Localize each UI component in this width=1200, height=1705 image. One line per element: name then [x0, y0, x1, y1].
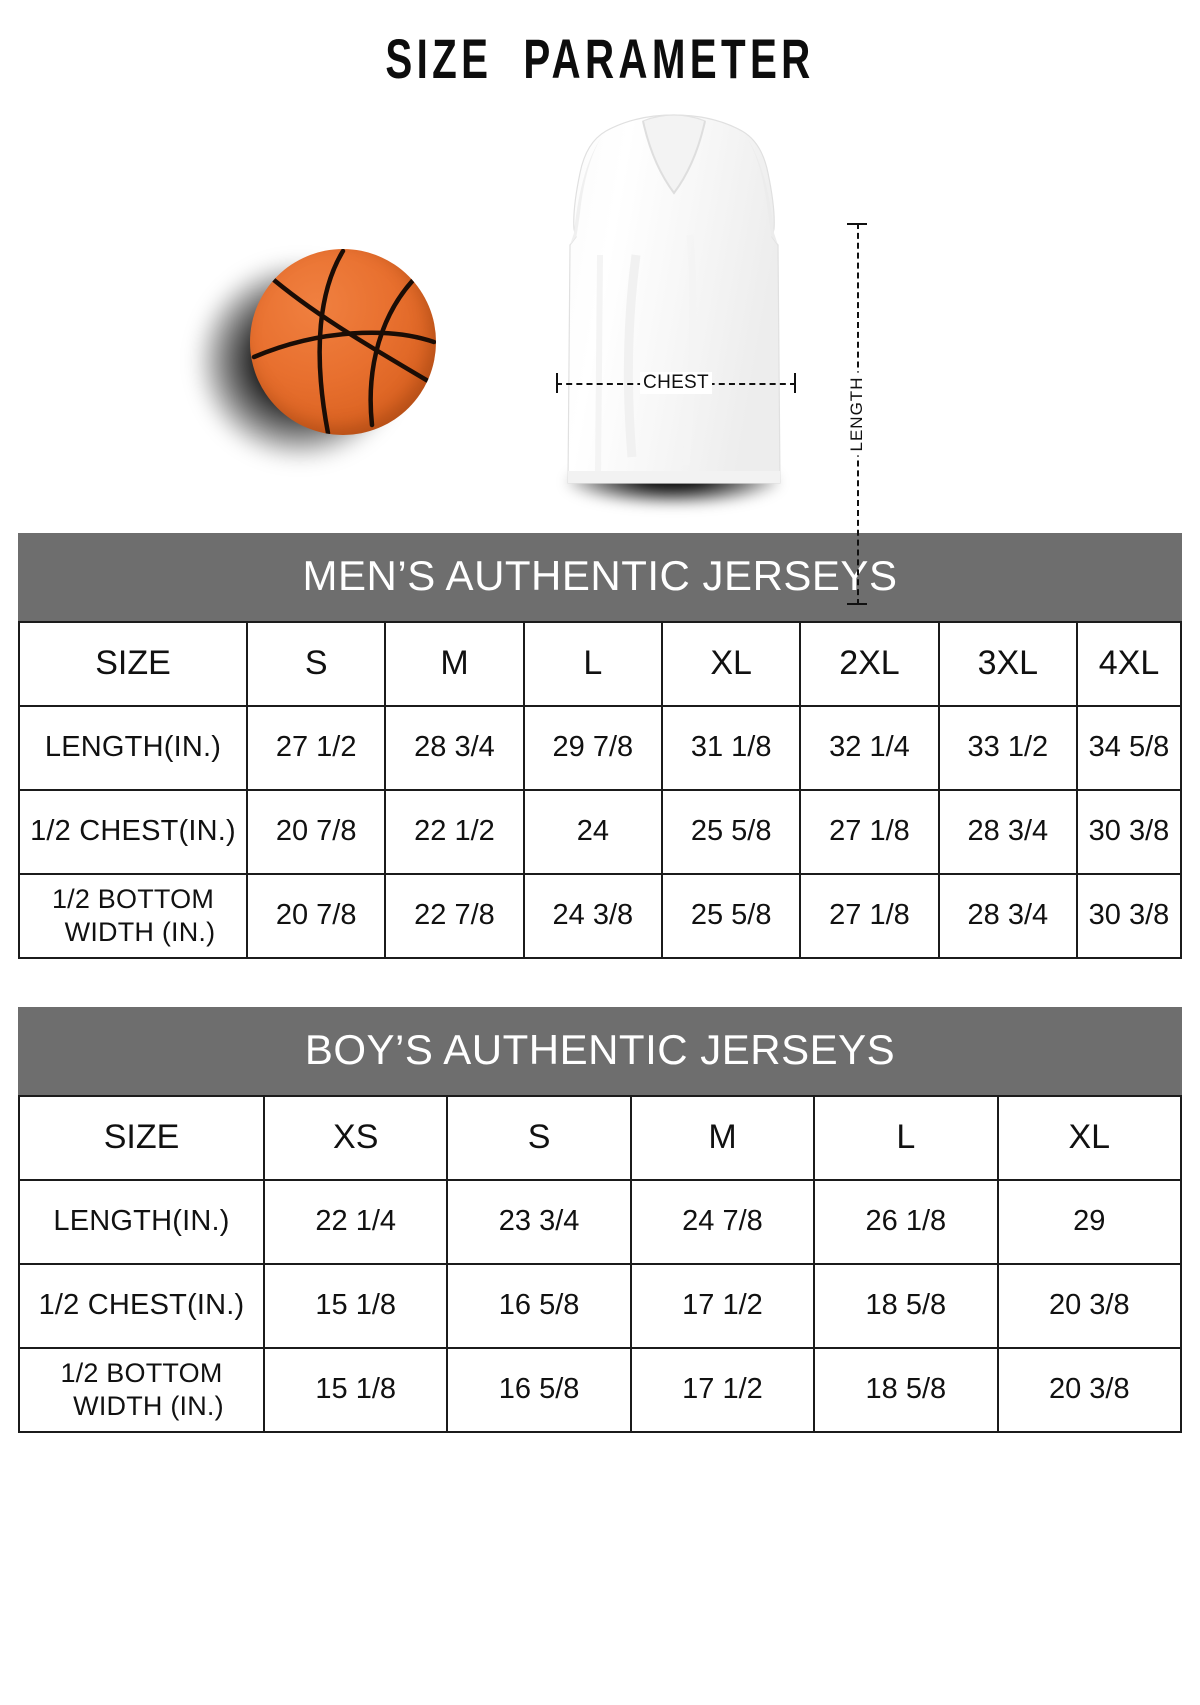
column-header-m: M [629, 1094, 816, 1181]
cell-bottom-m: 22 7/8 [384, 872, 525, 959]
row-label-line1: 1/2 BOTTOM [60, 1358, 223, 1389]
cell-chest-xl: 25 5/8 [660, 788, 802, 875]
row-label-half-chest: 1/2 CHEST(IN.) [18, 1262, 265, 1349]
chest-cap-right [794, 372, 796, 393]
column-header-2xl: 2XL [799, 620, 940, 707]
cell-chest-4xl: 30 3/8 [1076, 788, 1182, 875]
column-header-xs: XS [262, 1094, 449, 1181]
table-row-bottom-width-boys: 1/2 BOTTOM WIDTH (IN.) 15 1/8 16 5/8 17 … [18, 1346, 1183, 1433]
mens-size-table-block: MEN’S AUTHENTIC JERSEYS SIZE S M L XL 2X… [18, 532, 1182, 959]
chest-label: CHEST [640, 371, 712, 394]
row-label-line1: 1/2 BOTTOM [51, 884, 215, 915]
cell-length-s: 23 3/4 [446, 1178, 632, 1265]
boys-table-title: BOY’S AUTHENTIC JERSEYS [18, 1006, 1182, 1095]
cell-length-xl: 31 1/8 [660, 704, 802, 791]
table-row-bottom-width-mens: 1/2 BOTTOM WIDTH (IN.) 20 7/8 22 7/8 24 … [18, 872, 1182, 959]
column-header-size: SIZE [18, 1094, 265, 1181]
cell-length-m: 24 7/8 [629, 1178, 816, 1265]
table-row-chest-mens: 1/2 CHEST(IN.) 20 7/8 22 1/2 24 25 5/8 2… [18, 788, 1182, 875]
row-label-half-bottom-width: 1/2 BOTTOM WIDTH (IN.) [18, 1346, 265, 1433]
cell-length-l: 29 7/8 [522, 704, 663, 791]
table-row-chest-boys: 1/2 CHEST(IN.) 15 1/8 16 5/8 17 1/2 18 5… [18, 1262, 1183, 1349]
cell-chest-m: 22 1/2 [384, 788, 525, 875]
column-header-xl: XL [996, 1094, 1183, 1181]
table-row-header-mens: SIZE S M L XL 2XL 3XL 4XL [18, 620, 1182, 707]
table-row-length-mens: LENGTH(IN.) 27 1/2 28 3/4 29 7/8 31 1/8 … [18, 704, 1182, 791]
cell-bottom-4xl: 30 3/8 [1076, 872, 1182, 959]
mens-size-table: SIZE S M L XL 2XL 3XL 4XL LENGTH(IN.) 27… [18, 620, 1182, 959]
chest-cap-left [556, 372, 558, 393]
cell-bottom-m: 17 1/2 [629, 1346, 816, 1433]
cell-length-2xl: 32 1/4 [799, 704, 940, 791]
basketball-seams-icon [251, 248, 436, 435]
cell-bottom-xl: 25 5/8 [660, 872, 802, 959]
jersey-icon [540, 105, 808, 505]
cell-chest-l: 24 [522, 788, 663, 875]
cell-chest-xl: 20 3/8 [996, 1262, 1183, 1349]
cell-chest-2xl: 27 1/8 [799, 788, 940, 875]
column-header-s: S [245, 620, 387, 707]
boys-table-body: SIZE XS S M L XL LENGTH(IN.) 22 1/4 23 3… [18, 1094, 1183, 1433]
row-label-length: LENGTH(IN.) [18, 704, 248, 791]
column-header-4xl: 4XL [1076, 620, 1182, 707]
length-label: LENGTH [845, 372, 869, 456]
cell-chest-3xl: 28 3/4 [937, 788, 1079, 875]
cell-length-xs: 22 1/4 [262, 1178, 449, 1265]
row-label-line2: WIDTH (IN.) [73, 1390, 224, 1421]
basketball-icon [196, 243, 444, 461]
column-header-l: L [813, 1094, 999, 1181]
illustration-area: CHEST LENGTH [0, 95, 1200, 605]
cell-length-s: 27 1/2 [245, 704, 387, 791]
column-header-xl: XL [660, 620, 802, 707]
cell-chest-m: 17 1/2 [629, 1262, 816, 1349]
cell-bottom-l: 18 5/8 [813, 1346, 999, 1433]
column-header-l: L [522, 620, 663, 707]
cell-chest-s: 20 7/8 [245, 788, 387, 875]
cell-length-m: 28 3/4 [384, 704, 525, 791]
cell-chest-xs: 15 1/8 [262, 1262, 449, 1349]
row-label-half-chest: 1/2 CHEST(IN.) [18, 788, 248, 875]
cell-bottom-s: 16 5/8 [446, 1346, 632, 1433]
cell-length-4xl: 34 5/8 [1076, 704, 1182, 791]
page-title: SIZE PARAMETER [385, 27, 815, 90]
column-header-size: SIZE [18, 620, 248, 707]
column-header-m: M [384, 620, 525, 707]
cell-bottom-2xl: 27 1/8 [799, 872, 940, 959]
column-header-3xl: 3XL [937, 620, 1079, 707]
cell-bottom-xs: 15 1/8 [262, 1346, 449, 1433]
jersey-outline-icon [567, 114, 781, 484]
cell-length-xl: 29 [996, 1178, 1183, 1265]
table-row-header-boys: SIZE XS S M L XL [18, 1094, 1183, 1181]
boys-size-table: SIZE XS S M L XL LENGTH(IN.) 22 1/4 23 3… [18, 1094, 1183, 1433]
cell-bottom-s: 20 7/8 [245, 872, 387, 959]
cell-length-3xl: 33 1/2 [937, 704, 1079, 791]
row-label-length: LENGTH(IN.) [18, 1178, 265, 1265]
boys-size-table-block: BOY’S AUTHENTIC JERSEYS SIZE XS S M L XL… [18, 1006, 1183, 1433]
table-row-length-boys: LENGTH(IN.) 22 1/4 23 3/4 24 7/8 26 1/8 … [18, 1178, 1183, 1265]
length-cap-top [847, 222, 867, 225]
cell-chest-s: 16 5/8 [446, 1262, 632, 1349]
cell-length-l: 26 1/8 [813, 1178, 999, 1265]
cell-bottom-3xl: 28 3/4 [937, 872, 1079, 959]
row-label-half-bottom-width: 1/2 BOTTOM WIDTH (IN.) [18, 872, 248, 959]
chest-measurement-line: CHEST [556, 371, 796, 394]
basketball-body [250, 248, 436, 435]
cell-bottom-l: 24 3/8 [522, 872, 663, 959]
length-measurement-line: LENGTH [845, 222, 869, 605]
column-header-s: S [446, 1094, 632, 1181]
mens-table-title: MEN’S AUTHENTIC JERSEYS [18, 532, 1182, 621]
cell-chest-l: 18 5/8 [813, 1262, 999, 1349]
length-cap-bottom [847, 602, 867, 605]
row-label-line2: WIDTH (IN.) [64, 916, 216, 947]
mens-table-body: SIZE S M L XL 2XL 3XL 4XL LENGTH(IN.) 27… [18, 620, 1182, 959]
cell-bottom-xl: 20 3/8 [996, 1346, 1183, 1433]
